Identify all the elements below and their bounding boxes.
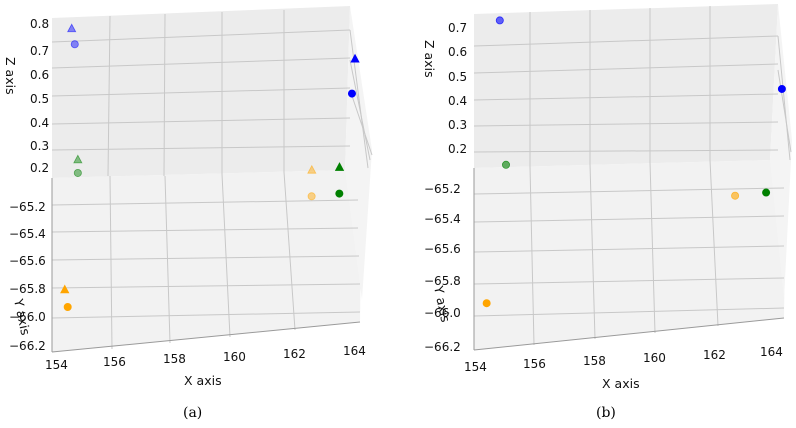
- panel-b-z-tick: 0.5: [448, 70, 467, 84]
- panel-a-x-tick: 154: [45, 358, 68, 372]
- panel-a-z-tick: 0.8: [30, 17, 49, 31]
- panel-b-side-wall: [770, 4, 792, 300]
- panel-b-y-tick: −65.2: [424, 182, 461, 196]
- panel-a-x-ticks: 154 156 158 160 162 164: [45, 344, 366, 372]
- circle-point: [307, 192, 316, 201]
- panel-a-y-tick: −65.6: [9, 254, 46, 268]
- panel-b: 0.7 0.6 0.5 0.4 0.3 0.2 −65.2 −65.4 −65.…: [422, 4, 792, 421]
- circle-point: [63, 302, 72, 311]
- circle-point: [347, 89, 356, 98]
- panel-a-x-axis-line: [51, 321, 361, 353]
- panel-a-x-tick: 156: [103, 355, 126, 369]
- panel-b-y-tick: −65.6: [424, 242, 461, 256]
- circle-point: [777, 84, 786, 93]
- circle-point: [501, 160, 510, 169]
- circle-point: [762, 188, 771, 197]
- panel-b-x-tick: 154: [464, 360, 487, 374]
- panel-a-side-wall: [345, 6, 372, 300]
- panel-a-y-ticks: −65.2 −65.4 −65.6 −65.8 −66.0 −66.2: [9, 200, 46, 353]
- panel-b-y-ticks: −65.2 −65.4 −65.6 −65.8 −66.0 −66.2: [424, 182, 461, 354]
- panel-a-floor-wall: [52, 170, 362, 352]
- panel-a-y-tick: −65.4: [9, 227, 46, 241]
- triangle-point: [73, 154, 83, 164]
- panel-b-z-tick: 0.3: [448, 118, 467, 132]
- panel-a-x-tick: 160: [223, 350, 246, 364]
- panel-a-z-tick: 0.3: [30, 139, 49, 153]
- panel-b-back-wall: [474, 4, 778, 168]
- panel-a-z-label: Z axis: [3, 57, 18, 95]
- panel-a-caption: (a): [183, 405, 202, 421]
- panel-b-x-label: X axis: [602, 376, 640, 391]
- panel-a-z-tick: 0.4: [30, 116, 49, 130]
- panel-a-points: [60, 23, 360, 311]
- panel-a-y-tick: −66.2: [9, 339, 46, 353]
- panel-a-gridlines: [51, 10, 373, 350]
- circle-point: [495, 16, 504, 25]
- panel-b-z-tick: 0.7: [448, 21, 467, 35]
- panel-a-y-tick: −66.0: [9, 310, 46, 324]
- panel-a-y-tick: −65.2: [9, 200, 46, 214]
- triangle-point: [334, 162, 345, 171]
- panel-a-z-ticks: 0.8 0.7 0.6 0.5 0.4 0.3 0.2: [30, 17, 49, 175]
- circle-point: [731, 191, 740, 200]
- panel-b-z-tick: 0.2: [448, 142, 467, 156]
- circle-point: [335, 189, 344, 198]
- panel-a-x-tick: 164: [343, 344, 366, 358]
- panel-a-y-tick: −65.8: [9, 282, 46, 296]
- panel-b-z-tick: 0.6: [448, 45, 467, 59]
- panel-b-x-axis-line: [473, 317, 785, 351]
- panel-a: 0.8 0.7 0.6 0.5 0.4 0.3 0.2 −65.2 −65.4 …: [3, 6, 373, 421]
- panel-b-x-tick: 156: [523, 357, 546, 371]
- triangle-point: [60, 284, 70, 294]
- triangle-point: [350, 53, 360, 63]
- panel-b-x-tick: 162: [703, 348, 726, 362]
- panel-a-z-tick: 0.6: [30, 68, 49, 82]
- panel-b-x-tick: 158: [583, 354, 606, 368]
- panel-a-z-tick: 0.2: [30, 161, 49, 175]
- circle-point: [482, 299, 491, 308]
- panel-b-z-ticks: 0.7 0.6 0.5 0.4 0.3 0.2: [448, 21, 467, 156]
- panel-a-z-tick: 0.5: [30, 92, 49, 106]
- panel-a-x-label: X axis: [184, 373, 222, 388]
- panel-b-points: [482, 16, 786, 308]
- triangle-point: [307, 164, 317, 174]
- circle-point: [73, 168, 82, 177]
- panel-b-z-tick: 0.4: [448, 94, 467, 108]
- panel-b-x-tick: 160: [643, 351, 666, 365]
- panel-b-y-tick: −65.4: [424, 212, 461, 226]
- panel-b-gridlines: [473, 6, 792, 346]
- panel-b-x-tick: 164: [760, 345, 783, 359]
- panel-a-x-tick: 158: [163, 352, 186, 366]
- panel-b-x-ticks: 154 156 158 160 162 164: [464, 345, 783, 374]
- panel-a-z-tick: 0.7: [30, 44, 49, 58]
- panel-b-floor-wall: [474, 160, 786, 350]
- panel-b-y-tick: −66.2: [424, 340, 461, 354]
- circle-point: [70, 40, 79, 49]
- panel-b-y-tick: −65.8: [424, 274, 461, 288]
- triangle-point: [67, 23, 77, 33]
- panel-b-z-label: Z axis: [422, 40, 437, 78]
- panel-b-caption: (b): [596, 405, 616, 421]
- panel-a-x-tick: 162: [283, 347, 306, 361]
- panel-b-y-tick: −66.0: [424, 306, 461, 320]
